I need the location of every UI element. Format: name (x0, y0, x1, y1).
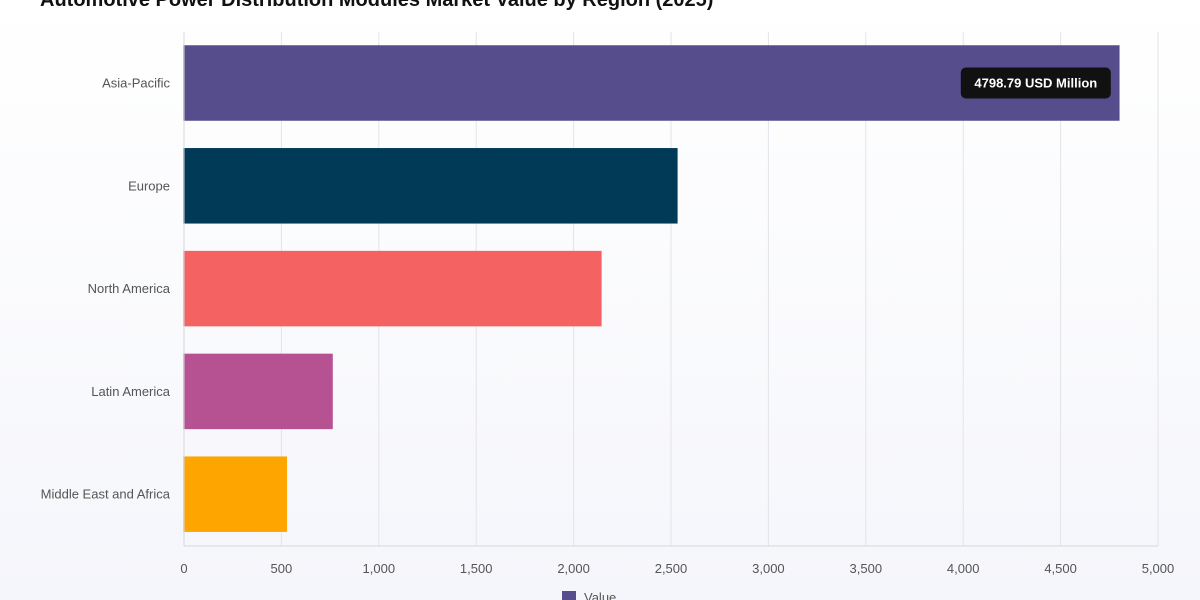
tooltip-text: 4798.79 USD Million (974, 76, 1097, 91)
x-tick-label: 5,000 (1142, 561, 1175, 576)
y-tick-label: North America (88, 281, 171, 296)
chart-title: Automotive Power Distribution Modules Ma… (40, 0, 714, 11)
y-tick-label: Europe (128, 178, 170, 193)
x-tick-label: 4,000 (947, 561, 980, 576)
x-tick-label: 2,500 (655, 561, 688, 576)
y-tick-label: Latin America (91, 384, 171, 399)
x-tick-label: 1,500 (460, 561, 493, 576)
tooltip-box (960, 67, 1111, 99)
legend-swatch[interactable] (562, 591, 576, 600)
x-tick-label: 500 (271, 561, 293, 576)
bar[interactable] (183, 250, 602, 327)
x-tick-label: 0 (180, 561, 187, 576)
bar[interactable] (183, 148, 678, 224)
bar[interactable] (183, 353, 333, 430)
y-tick-label: Asia-Pacific (102, 76, 170, 91)
x-tick-label: 2,000 (557, 561, 590, 576)
legend-label[interactable]: Value (584, 590, 616, 600)
y-tick-label: Middle East and Africa (41, 487, 171, 502)
x-tick-label: 3,000 (752, 561, 785, 576)
x-tick-label: 4,500 (1044, 561, 1077, 576)
x-tick-label: 1,000 (363, 561, 396, 576)
x-tick-label: 3,500 (850, 561, 883, 576)
bar[interactable] (183, 456, 288, 532)
